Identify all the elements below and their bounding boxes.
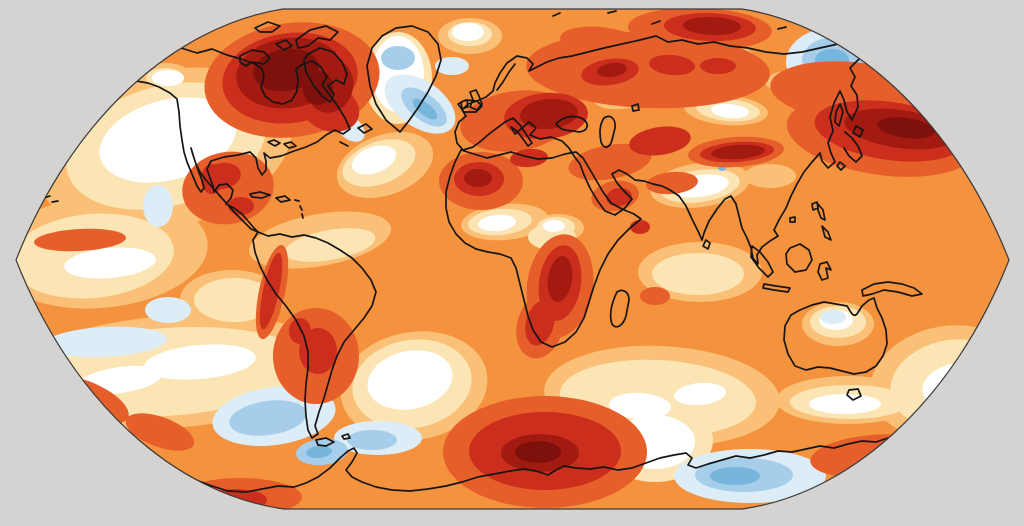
anomaly-blob	[64, 247, 156, 279]
coastline-australia	[783, 297, 888, 401]
anomaly-blob	[520, 98, 578, 130]
coastline-black-sea	[555, 115, 589, 133]
anomaly-blob	[478, 214, 516, 232]
coastline-british-isles	[460, 89, 483, 111]
coastline-arctic-islets	[552, 10, 787, 30]
anomaly-blob	[144, 344, 256, 380]
anomaly-blob	[412, 98, 438, 120]
anomaly-blob	[649, 54, 695, 76]
anomaly-blob	[228, 197, 254, 215]
anomaly-blob	[710, 467, 760, 485]
coastline-arctic-islands	[239, 21, 348, 103]
coastline-new-guinea	[861, 281, 923, 297]
coastline-eurasia	[454, 35, 867, 265]
anomaly-blob	[381, 46, 415, 70]
coastline-north-america	[111, 47, 351, 233]
anomaly-blob	[351, 145, 397, 175]
anomaly-blob	[464, 169, 492, 187]
anomaly-blob	[194, 278, 274, 322]
anomaly-blob	[306, 445, 332, 459]
coastline-madagascar	[609, 289, 630, 328]
anomaly-blob	[347, 430, 397, 450]
anomaly-blob	[630, 220, 650, 234]
anomaly-blob	[43, 326, 167, 358]
coastline-caspian-aral	[599, 103, 640, 148]
anomaly-blob	[597, 62, 627, 78]
coastline-philippines	[817, 203, 832, 241]
coastline-scandinavia-baltic	[496, 63, 516, 91]
anomaly-blob	[609, 392, 671, 420]
coastline-caribbean-islands	[249, 191, 304, 219]
anomaly-blob	[525, 300, 555, 346]
anomaly-blob	[744, 164, 796, 188]
anomaly-blob	[640, 287, 670, 305]
anomaly-blob	[652, 253, 744, 295]
anomaly-blob	[125, 413, 195, 451]
anomaly-blob	[560, 26, 640, 56]
anomaly-blob	[259, 252, 283, 330]
anomaly-blob	[543, 220, 565, 232]
anomaly-blob	[629, 126, 691, 156]
coastline-great-lakes	[267, 139, 297, 149]
projection-boundary	[15, 8, 1010, 510]
anomaly-blob	[435, 57, 469, 75]
anomaly-blob	[700, 58, 736, 74]
anomaly-blob	[452, 23, 484, 41]
coastline-antarctica	[195, 437, 889, 493]
anomaly-blob	[674, 382, 726, 406]
anomaly-blob	[877, 117, 935, 139]
anomaly-blob	[515, 441, 561, 463]
coastline-south-america	[252, 231, 377, 447]
coastline-newfoundland	[339, 123, 373, 147]
coastline-sri-lanka	[702, 239, 711, 250]
anomaly-blob	[711, 144, 765, 160]
anomaly-blob	[820, 310, 846, 324]
anomaly-blob	[711, 103, 749, 119]
anomaly-blob	[809, 394, 881, 414]
anomaly-blob	[34, 228, 126, 252]
anomaly-blob	[143, 185, 173, 227]
coastline-sakhalin	[834, 103, 844, 127]
anomaly-blob	[547, 256, 573, 302]
coastline-japan	[836, 125, 864, 171]
coastline-africa	[445, 149, 642, 348]
coastlines	[43, 10, 957, 493]
anomaly-blob	[683, 16, 741, 36]
anomaly-blob	[229, 400, 307, 436]
anomaly-blob	[510, 148, 548, 168]
anomaly-blob	[646, 171, 698, 195]
coastline-indonesia	[750, 243, 832, 293]
anomaly-blob	[568, 143, 652, 181]
anomaly-blob	[152, 70, 184, 86]
anomaly-blob	[289, 318, 311, 344]
anomaly-blob	[145, 297, 191, 323]
coastline-greenland	[366, 25, 442, 133]
anomaly-blob	[367, 350, 453, 410]
